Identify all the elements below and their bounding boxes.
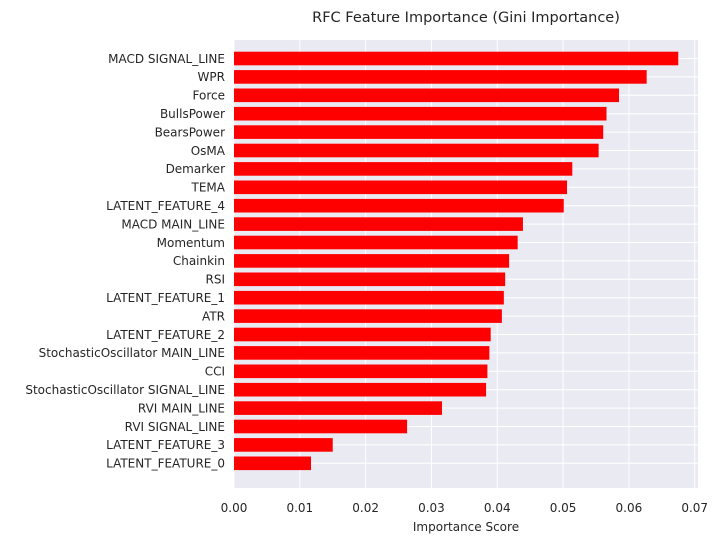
bar bbox=[234, 51, 679, 66]
y-tick-label: RSI bbox=[206, 273, 226, 287]
y-tick-label: LATENT_FEATURE_2 bbox=[106, 328, 225, 342]
bar bbox=[234, 217, 523, 231]
bar bbox=[234, 456, 312, 471]
y-tick-label: BullsPower bbox=[160, 107, 225, 121]
y-tick-label: LATENT_FEATURE_1 bbox=[106, 291, 225, 305]
chart-title: RFC Feature Importance (Gini Importance) bbox=[312, 10, 620, 26]
x-tick-label: 0.01 bbox=[286, 501, 313, 515]
y-tick-label: RVI MAIN_LINE bbox=[138, 401, 225, 415]
bar bbox=[234, 309, 502, 323]
bar bbox=[234, 327, 491, 342]
bar bbox=[234, 364, 488, 379]
bars bbox=[234, 51, 679, 471]
y-tick-label: Demarker bbox=[166, 162, 226, 176]
x-tick-label: 0.02 bbox=[352, 501, 379, 515]
y-tick-label: BearsPower bbox=[155, 125, 226, 139]
y-tick-label: Chainkin bbox=[173, 254, 225, 268]
bar bbox=[234, 382, 487, 397]
x-tick-label: 0.05 bbox=[550, 501, 577, 515]
bar bbox=[234, 290, 504, 305]
bar bbox=[234, 180, 568, 195]
x-tick-label: 0.00 bbox=[221, 501, 248, 515]
y-tick-label: WPR bbox=[198, 70, 225, 84]
y-tick-label: MACD SIGNAL_LINE bbox=[108, 52, 225, 66]
y-tick-label: ATR bbox=[202, 309, 225, 323]
y-tick-label: CCI bbox=[205, 365, 225, 379]
bar bbox=[234, 254, 510, 268]
bar bbox=[234, 143, 599, 158]
bar bbox=[234, 70, 647, 84]
y-tick-label: OsMA bbox=[191, 144, 226, 158]
bar bbox=[234, 272, 506, 287]
bar bbox=[234, 198, 564, 213]
x-axis-label: Importance Score bbox=[413, 520, 519, 534]
bar bbox=[234, 438, 333, 452]
bar bbox=[234, 346, 490, 360]
bar bbox=[234, 88, 620, 103]
y-tick-label: StochasticOscillator MAIN_LINE bbox=[39, 346, 225, 360]
y-tick-label: Momentum bbox=[157, 236, 225, 250]
y-tick-label: LATENT_FEATURE_0 bbox=[106, 457, 225, 471]
x-tick-label: 0.03 bbox=[418, 501, 445, 515]
bar bbox=[234, 106, 607, 121]
y-tick-label: MACD MAIN_LINE bbox=[121, 217, 225, 231]
bar bbox=[234, 419, 408, 434]
x-tick-label: 0.06 bbox=[616, 501, 643, 515]
bar bbox=[234, 401, 442, 415]
y-tick-label: LATENT_FEATURE_4 bbox=[106, 199, 225, 213]
x-tick-label: 0.04 bbox=[484, 501, 511, 515]
bar bbox=[234, 235, 518, 250]
y-tick-label: TEMA bbox=[191, 181, 226, 195]
y-tick-label: LATENT_FEATURE_3 bbox=[106, 438, 225, 452]
x-tick-label: 0.07 bbox=[681, 501, 708, 515]
bar bbox=[234, 162, 573, 176]
y-tick-label: StochasticOscillator SIGNAL_LINE bbox=[25, 383, 225, 397]
y-tick-labels: MACD SIGNAL_LINE WPR Force BullsPower BearsP… bbox=[25, 52, 225, 471]
x-tick-labels: 0.00 0.01 0.02 0.03 0.04 0.05 0.06 0.07 bbox=[221, 501, 708, 515]
y-tick-label: RVI SIGNAL_LINE bbox=[125, 420, 225, 434]
y-tick-label: Force bbox=[193, 89, 225, 103]
bar bbox=[234, 125, 604, 139]
